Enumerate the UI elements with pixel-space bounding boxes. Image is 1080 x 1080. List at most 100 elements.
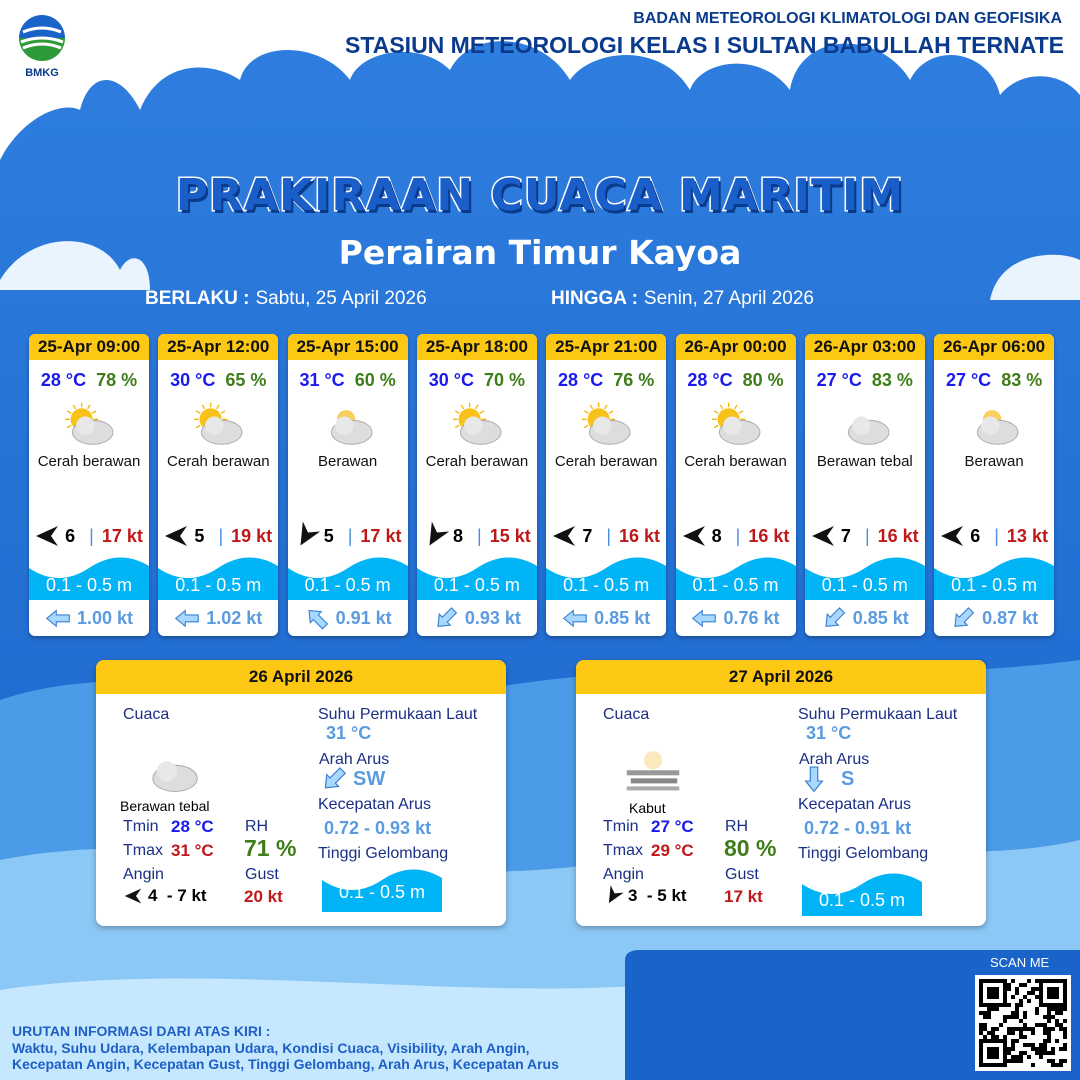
rh-label: RH	[725, 818, 749, 835]
current-speed: 0.91 kt	[335, 608, 392, 628]
current-direction-icon	[437, 607, 458, 628]
rh-value: 71 %	[244, 835, 297, 861]
gust-speed: 17 kt	[360, 525, 402, 546]
current-speed: 0.76 kt	[723, 608, 780, 628]
weather-condition: Berawan	[317, 453, 378, 470]
weather-label: Cuaca	[603, 706, 650, 723]
current-speed: 0.85 kt	[594, 608, 651, 628]
weather-condition: Berawan tebal	[816, 453, 913, 470]
forecast-time: 25-Apr 21:00	[546, 334, 667, 360]
current-speed-label: Kecepatan Arus	[798, 796, 911, 813]
air-temp: 28 °C	[687, 370, 733, 390]
fog-icon	[626, 751, 680, 791]
wave-graphic	[322, 869, 442, 912]
air-temp: 31 °C	[299, 370, 345, 390]
air-temp: 28 °C	[40, 370, 87, 390]
wave-graphic	[158, 557, 279, 600]
humidity: 70 %	[483, 370, 526, 390]
current-direction-icon	[563, 609, 587, 628]
humidity: 60 %	[354, 370, 396, 390]
qr-code[interactable]	[975, 975, 1071, 1071]
gust-speed: 15 kt	[489, 525, 531, 546]
current-direction-icon	[825, 607, 845, 628]
wave-graphic	[546, 557, 667, 600]
wave-graphic	[934, 557, 1055, 600]
forecast-time: 25-Apr 15:00	[287, 334, 408, 360]
page-subtitle: Perairan Timur Kayoa	[338, 233, 742, 272]
gust-label: Gust	[725, 866, 759, 883]
tmax-value: 31 °C	[171, 841, 214, 860]
wind-direction-icon	[165, 526, 188, 546]
humidity: 78 %	[96, 370, 138, 390]
wind-direction-icon	[682, 526, 705, 546]
sst-value: 31 °C	[806, 723, 852, 743]
wind-speed: 7	[582, 525, 593, 546]
forecast-card: 25-Apr 18:00 30 °C 70 % Cerah berawan 8 | 1…	[416, 334, 537, 636]
page-title: PRAKIRAAN CUACA MARITIM	[174, 169, 905, 223]
gust-speed: 13 kt	[1006, 525, 1048, 546]
forecast-time: 25-Apr 12:00	[158, 334, 279, 360]
gust-speed: 16 kt	[619, 525, 661, 546]
wind-direction-icon	[941, 526, 964, 546]
footer-heading: URUTAN INFORMASI DARI ATAS KIRI :	[12, 1023, 271, 1039]
wave-graphic	[287, 557, 408, 600]
wave-height: 0.1 - 0.5 m	[433, 575, 520, 595]
wind-direction-icon	[429, 521, 450, 546]
sst-label: Suhu Permukaan Laut	[798, 706, 958, 723]
daily-summary-card: 26 April 2026 Cuaca Berawan tebal Tmin 28…	[96, 660, 506, 926]
daily-date: 27 April 2026	[576, 660, 986, 694]
sst-value: 31 °C	[326, 723, 372, 743]
forecast-card: 26-Apr 00:00 28 °C 80 % Cerah berawan 8 | 1…	[675, 334, 796, 636]
org-name: BADAN METEOROLOGI KLIMATOLOGI DAN GEOFIS…	[633, 10, 1062, 27]
weather-condition: Cerah berawan	[37, 453, 141, 470]
forecast-time: 25-Apr 09:00	[29, 334, 149, 360]
gust-value: 17 kt	[724, 887, 763, 906]
current-speed: 0.85 kt	[852, 608, 909, 628]
footer-line-1: Waktu, Suhu Udara, Kelembapan Udara, Kon…	[12, 1040, 530, 1056]
current-direction-icon	[804, 766, 824, 793]
wind-direction-icon	[811, 526, 834, 546]
wave-graphic	[675, 557, 796, 600]
valid-to: HINGGA : Senin, 27 April 2026	[551, 288, 814, 310]
sun-cloud-icon	[194, 402, 243, 445]
air-temp: 30 °C	[428, 370, 474, 390]
wind-speed: 6	[65, 525, 76, 546]
tmax-label: Tmax	[603, 842, 643, 859]
wind-direction-icon	[124, 888, 142, 904]
wave-height: 0.1 - 0.5 m	[821, 575, 908, 595]
daily-summary-card: 27 April 2026 Cuaca Kabut Tmin 27 °C Tmax…	[576, 660, 986, 926]
tmin-label: Tmin	[603, 818, 639, 835]
tmin-label: Tmin	[123, 818, 159, 835]
wind-speed: 8	[711, 525, 722, 546]
gust-value: 20 kt	[244, 887, 283, 906]
forecast-card: 26-Apr 03:00 27 °C 83 % Berawan tebal 7 | 1…	[804, 334, 925, 636]
cloud-icon	[330, 410, 373, 445]
cloud-icon	[977, 410, 1019, 445]
wave-height: 0.1 - 0.5 m	[692, 575, 779, 595]
humidity: 65 %	[225, 370, 267, 390]
wind-direction-icon	[553, 526, 576, 546]
humidity: 83 %	[1001, 370, 1043, 390]
tmax-value: 29 °C	[651, 841, 694, 860]
wave-height-value: 0.1 - 0.5 m	[338, 882, 426, 902]
wind-label: Angin	[123, 866, 164, 883]
wave-height: 0.1 - 0.5 m	[175, 575, 262, 595]
tmax-label: Tmax	[123, 842, 163, 859]
current-speed: 1.00 kt	[76, 608, 134, 628]
weather-condition: Berawan tebal	[120, 798, 210, 814]
current-speed: 1.02 kt	[206, 608, 263, 628]
weather-condition: Cerah berawan	[425, 453, 529, 470]
wind-range: 3 - 5 kt	[628, 886, 687, 905]
wave-graphic	[29, 557, 149, 600]
wave-graphic	[802, 873, 922, 916]
weather-label: Cuaca	[123, 706, 170, 723]
weather-condition: Cerah berawan	[684, 453, 787, 470]
current-direction-icon	[175, 609, 200, 628]
current-speed: 0.93 kt	[464, 608, 521, 628]
wind-range: 4 - 7 kt	[148, 886, 207, 905]
humidity: 83 %	[871, 370, 913, 390]
air-temp: 27 °C	[816, 370, 862, 390]
current-direction-icon	[324, 767, 347, 789]
sun-cloud-icon	[452, 402, 502, 445]
air-temp: 30 °C	[170, 370, 216, 390]
